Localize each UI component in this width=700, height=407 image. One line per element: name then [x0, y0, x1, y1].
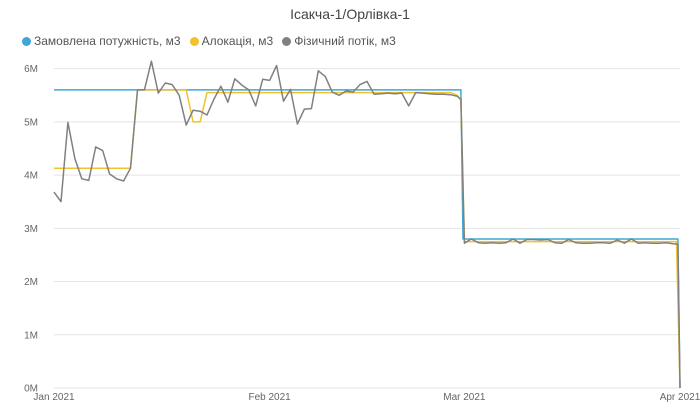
legend-item-allocation[interactable]: Алокація, м3 — [189, 34, 274, 48]
series-line-0[interactable] — [54, 89, 681, 389]
y-tick-label: 6M — [24, 64, 38, 75]
legend-dot-ordered-capacity — [22, 36, 31, 46]
x-tick-label: Apr 2021 — [660, 392, 700, 403]
legend-dot-physical-flow — [282, 36, 292, 46]
legend-item-ordered-capacity[interactable]: Замовлена потужність, м3 — [22, 34, 181, 48]
x-tick-label: Mar 2021 — [443, 392, 486, 403]
x-tick-label: Feb 2021 — [248, 392, 291, 403]
y-tick-label: 5M — [24, 117, 38, 128]
y-tick-label: 2M — [24, 277, 38, 288]
y-tick-label: 3M — [24, 224, 38, 235]
y-tick-label: 0M — [24, 384, 38, 395]
legend-label-allocation: Алокація, м3 — [201, 34, 274, 48]
legend-dot-allocation — [189, 36, 199, 46]
series-line-2[interactable] — [53, 60, 681, 389]
y-tick-label: 1M — [24, 330, 38, 341]
legend-item-physical-flow[interactable]: Фізичний потік, м3 — [282, 34, 396, 48]
x-tick-label: Jan 2021 — [33, 392, 75, 403]
chart-title: Ісакча-1/Орлівка-1 — [290, 6, 410, 22]
y-tick-label: 4M — [24, 171, 38, 182]
legend-label-physical-flow: Фізичний потік, м3 — [294, 34, 396, 48]
legend: Замовлена потужність, м3 Алокація, м3 Фі… — [22, 34, 396, 48]
legend-label-ordered-capacity: Замовлена потужність, м3 — [34, 34, 181, 48]
